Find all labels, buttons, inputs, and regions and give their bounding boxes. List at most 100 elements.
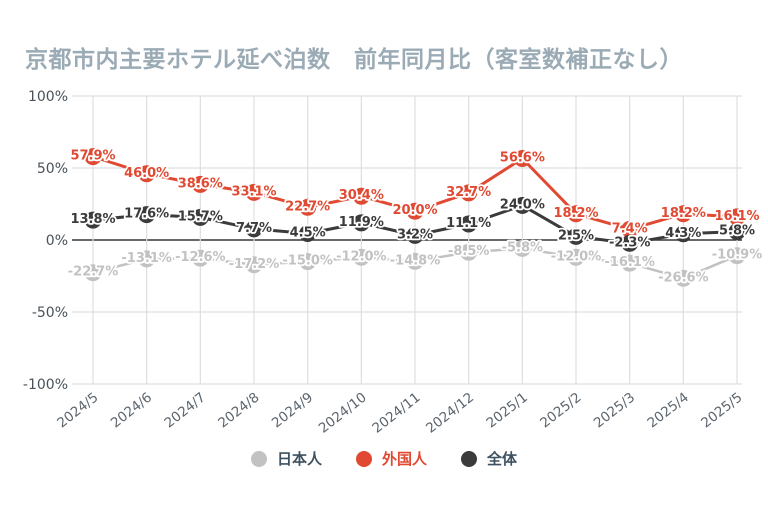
x-axis-tick: 2024/10 (316, 390, 370, 437)
x-axis-tick: 2025/2 (537, 390, 584, 432)
data-label: 33.1% (231, 184, 276, 199)
data-point[interactable] (621, 220, 639, 238)
chart-title: 京都市内主要ホテル延べ泊数 前年同月比（客室数補正なし） (25, 47, 683, 73)
data-label: 11.9% (339, 215, 384, 230)
data-point[interactable] (460, 243, 478, 261)
data-point[interactable] (728, 247, 746, 265)
x-axis-tick: 2025/3 (591, 390, 638, 432)
data-point[interactable] (352, 214, 370, 232)
data-label: -15.0% (282, 254, 333, 269)
data-point[interactable] (245, 256, 263, 274)
legend-label-japanese: 日本人 (276, 450, 322, 468)
x-axis-tick-label: 2025/3 (591, 390, 638, 432)
x-axis-tick: 2025/1 (484, 390, 531, 432)
data-point[interactable] (138, 165, 156, 183)
data-point[interactable] (299, 198, 317, 216)
data-label: 16.1% (714, 209, 759, 224)
legend-item-total[interactable]: 全体 (461, 448, 517, 469)
data-label: -12.0% (551, 249, 602, 264)
data-label: 15.7% (178, 209, 223, 224)
x-axis-tick: 2024/9 (269, 390, 316, 432)
data-point[interactable] (138, 206, 156, 224)
y-axis-tick-label: 0% (46, 233, 68, 249)
data-point[interactable] (513, 149, 531, 167)
x-axis-tick-label: 2024/10 (316, 390, 370, 437)
data-label: 22.7% (285, 199, 330, 214)
data-point[interactable] (352, 187, 370, 205)
data-label: 5.8% (719, 224, 755, 239)
data-label: 46.0% (124, 166, 169, 181)
data-point[interactable] (567, 248, 585, 266)
x-axis-tick-label: 2024/9 (269, 390, 316, 432)
x-axis-tick: 2024/12 (423, 390, 477, 437)
data-label: 18.2% (661, 206, 706, 221)
x-axis-tick-label: 2024/6 (108, 390, 155, 432)
x-axis-tick: 2024/6 (108, 390, 155, 432)
data-label: -10.9% (712, 248, 763, 263)
x-axis-tick: 2025/4 (645, 390, 692, 432)
data-point[interactable] (728, 223, 746, 241)
data-label: 30.4% (339, 188, 384, 203)
data-label: 11.1% (446, 216, 491, 231)
data-point[interactable] (406, 252, 424, 270)
data-point[interactable] (299, 225, 317, 243)
data-point[interactable] (191, 249, 209, 267)
data-point[interactable] (84, 148, 102, 166)
x-axis-tick-label: 2024/7 (162, 390, 209, 432)
data-point[interactable] (191, 208, 209, 226)
y-axis-tick-label: -100% (23, 377, 68, 393)
data-label: 56.6% (500, 150, 545, 165)
data-label: 57.9% (70, 149, 115, 164)
data-label: 4.3% (665, 226, 701, 241)
data-point[interactable] (567, 227, 585, 245)
data-label: -13.1% (121, 251, 172, 266)
x-axis-tick: 2025/5 (698, 390, 745, 432)
data-point[interactable] (138, 250, 156, 268)
data-point[interactable] (245, 183, 263, 201)
legend-dot-foreigner-icon (355, 450, 372, 467)
data-point[interactable] (728, 208, 746, 226)
data-label: -16.1% (604, 255, 655, 270)
x-axis-tick: 2024/11 (369, 390, 423, 437)
data-point[interactable] (513, 239, 531, 257)
data-label: 7.7% (236, 221, 272, 236)
data-point[interactable] (621, 254, 639, 272)
data-label: -22.7% (68, 265, 119, 280)
legend-item-foreigner[interactable]: 外国人 (355, 448, 427, 469)
data-label: -8.5% (448, 244, 489, 259)
data-label: -17.2% (229, 257, 280, 272)
data-label: 7.4% (612, 221, 648, 236)
data-point[interactable] (352, 248, 370, 266)
data-label: 4.5% (290, 226, 326, 241)
x-axis-tick-label: 2024/11 (369, 390, 423, 437)
x-axis-tick-label: 2025/1 (484, 390, 531, 432)
y-axis-tick-label: 50% (37, 161, 68, 177)
x-axis-tick-label: 2025/2 (537, 390, 584, 432)
data-point[interactable] (299, 253, 317, 271)
legend: 日本人 外国人 全体 (0, 448, 768, 469)
data-point[interactable] (460, 184, 478, 202)
data-label: -26.6% (658, 270, 709, 285)
data-point[interactable] (406, 202, 424, 220)
data-point[interactable] (191, 175, 209, 193)
y-axis-tick-label: -50% (32, 305, 68, 321)
data-label: 13.8% (70, 212, 115, 227)
data-label: 20.0% (392, 203, 437, 218)
x-axis-tick-label: 2025/5 (698, 390, 745, 432)
data-point[interactable] (84, 264, 102, 282)
x-axis-tick-label: 2025/4 (645, 390, 692, 432)
data-point[interactable] (406, 226, 424, 244)
data-point[interactable] (460, 215, 478, 233)
data-point[interactable] (674, 225, 692, 243)
data-point[interactable] (621, 234, 639, 252)
legend-item-japanese[interactable]: 日本人 (250, 448, 322, 469)
data-label: 2.5% (558, 228, 594, 243)
data-point[interactable] (674, 269, 692, 287)
data-point[interactable] (567, 205, 585, 223)
data-point[interactable] (674, 205, 692, 223)
data-point[interactable] (245, 220, 263, 238)
data-point[interactable] (513, 196, 531, 214)
data-point[interactable] (84, 211, 102, 229)
